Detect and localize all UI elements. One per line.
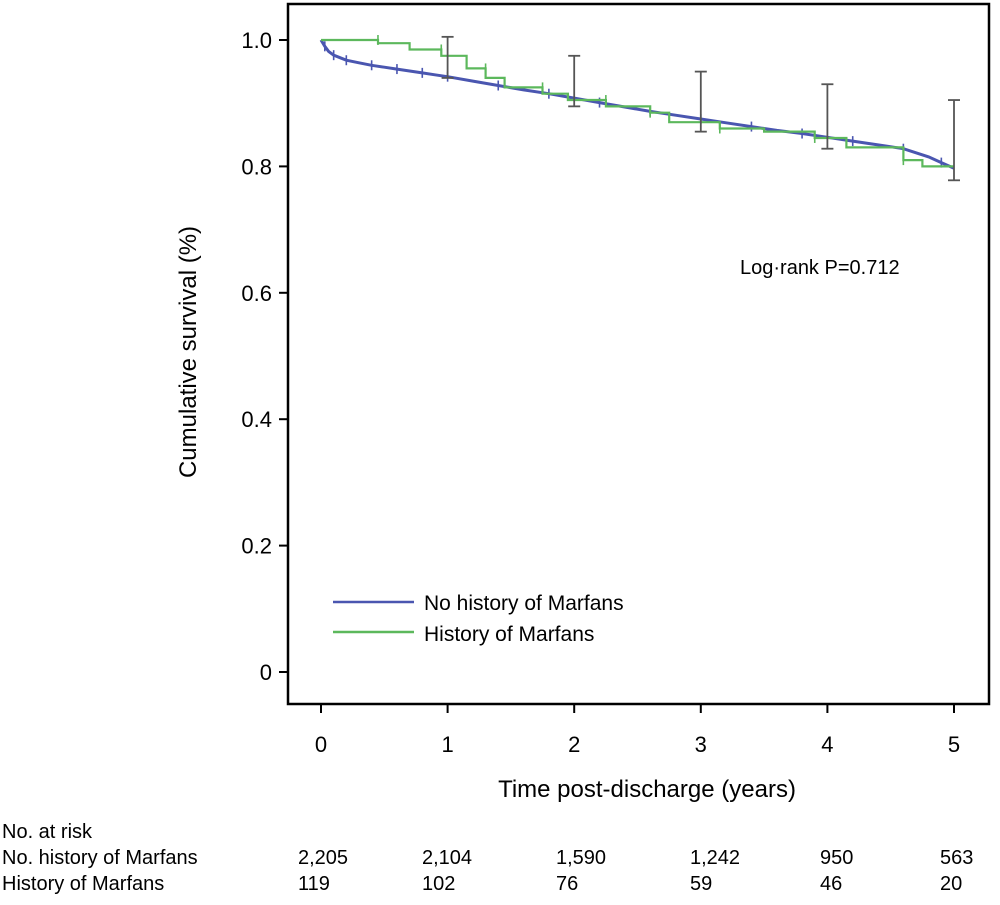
y-tick-label: 0.8 <box>241 154 272 179</box>
series-line-0 <box>319 39 955 170</box>
risk-value: 2,104 <box>422 847 472 869</box>
y-axis-title: Cumulative survival (%) <box>175 226 202 478</box>
x-tick-label: 0 <box>315 732 327 757</box>
plot-frame <box>286 2 991 706</box>
x-axis-ticks: 0 1 2 3 4 5 <box>315 704 960 757</box>
risk-value: 563 <box>940 847 973 869</box>
risk-value: 59 <box>690 873 712 895</box>
x-axis-title: Time post-discharge (years) <box>498 776 796 803</box>
series-line-1 <box>321 38 954 168</box>
x-tick-label: 2 <box>568 732 580 757</box>
y-axis-ticks: 0 0.2 0.4 0.6 0.8 1.0 <box>241 28 288 685</box>
risk-value: 102 <box>422 873 455 895</box>
x-tick-label: 1 <box>441 732 453 757</box>
y-tick-label: 0.6 <box>241 281 272 306</box>
x-tick-label: 3 <box>695 732 707 757</box>
risk-value: 950 <box>820 847 853 869</box>
risk-table-title: No. at risk <box>2 821 93 843</box>
y-tick-label: 0.4 <box>241 407 272 432</box>
x-tick-label: 5 <box>948 732 960 757</box>
y-tick-label: 1.0 <box>241 28 272 53</box>
risk-values: 2,205 2,104 1,590 1,242 950 563 119 102 76 59 46 20 <box>298 847 973 895</box>
error-bars <box>441 35 960 182</box>
legend-label-history: History of Marfans <box>424 623 594 646</box>
risk-value: 20 <box>940 873 962 895</box>
risk-value: 1,242 <box>690 847 740 869</box>
risk-table: No. at risk No. history of Marfans Histo… <box>2 821 973 895</box>
x-tick-label: 4 <box>821 732 833 757</box>
series-layer <box>319 35 955 170</box>
risk-row-label-history: History of Marfans <box>2 873 164 895</box>
risk-value: 119 <box>298 873 330 895</box>
risk-value: 76 <box>556 873 578 895</box>
y-tick-label: 0.2 <box>241 534 272 559</box>
risk-value: 2,205 <box>298 847 348 869</box>
risk-row-label-no-history: No. history of Marfans <box>2 847 198 869</box>
risk-value: 1,590 <box>556 847 606 869</box>
risk-value: 46 <box>820 873 842 895</box>
legend: No history of Marfans History of Marfans <box>333 592 624 646</box>
legend-label-no-history: No history of Marfans <box>424 592 624 615</box>
log-rank-annotation: Log·rank P=0.712 <box>740 257 900 279</box>
y-tick-label: 0 <box>260 660 272 685</box>
